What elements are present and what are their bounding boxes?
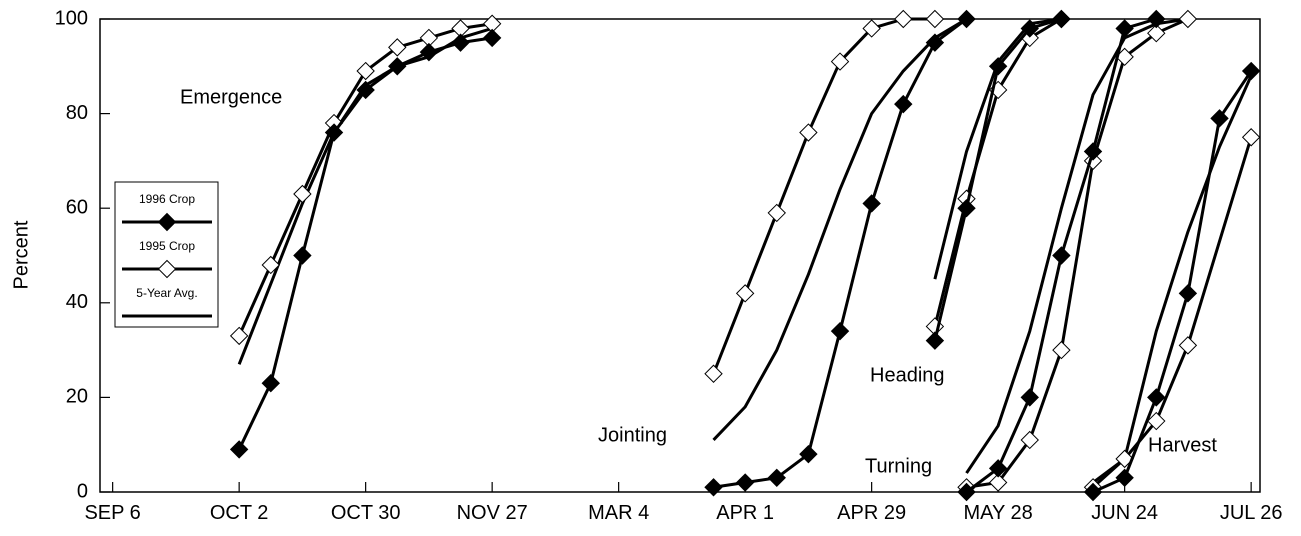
marker (451, 33, 470, 52)
marker (767, 468, 786, 488)
marker (799, 444, 818, 464)
marker (229, 326, 249, 346)
marker (862, 194, 881, 213)
marker (988, 473, 1008, 492)
x-tick-label: APR 1 (716, 502, 774, 524)
y-tick-label: 20 (66, 386, 88, 408)
x-tick-label: OCT 30 (331, 502, 401, 524)
marker (988, 57, 1008, 76)
marker (1147, 388, 1166, 407)
marker (1210, 109, 1229, 128)
y-tick-label: 0 (77, 480, 88, 502)
marker (261, 255, 280, 275)
x-tick-label: APR 29 (837, 502, 906, 524)
marker (1083, 142, 1103, 161)
marker (735, 473, 755, 492)
marker (356, 80, 375, 100)
series-line (965, 17, 1189, 474)
marker (957, 198, 976, 218)
stage-label: Turning (865, 455, 932, 477)
marker (767, 203, 786, 223)
legend-label: 1995 Crop (139, 239, 195, 253)
marker (1178, 336, 1198, 355)
marker (1115, 19, 1134, 38)
y-tick-label: 60 (66, 196, 88, 218)
x-tick-label: SEP 6 (84, 502, 140, 524)
marker (957, 9, 976, 29)
plot-frame (99, 18, 1261, 493)
legend-marker (157, 259, 177, 279)
marker (988, 459, 1008, 478)
marker (894, 94, 913, 114)
y-tick-label: 80 (66, 102, 88, 124)
marker (1147, 9, 1166, 29)
marker (925, 331, 945, 350)
stage-label: Jointing (598, 424, 667, 446)
marker (261, 374, 280, 393)
marker (925, 9, 945, 29)
marker (1115, 468, 1134, 488)
marker (1020, 19, 1039, 38)
marker (388, 57, 407, 76)
marker (1241, 61, 1261, 81)
series-line (966, 17, 1189, 489)
legend-label: 5-Year Avg. (136, 286, 197, 300)
marker (1147, 411, 1166, 431)
marker (229, 440, 249, 459)
marker (862, 19, 881, 38)
marker (356, 61, 375, 81)
marker (925, 33, 945, 52)
marker (482, 28, 502, 48)
x-tick-label: MAY 28 (963, 502, 1032, 524)
x-tick-label: JUL 26 (1220, 502, 1283, 524)
marker (1241, 128, 1261, 147)
legend-box (114, 181, 219, 328)
marker (1020, 430, 1039, 450)
stage-label: Heading (870, 364, 945, 386)
marker (1178, 284, 1198, 303)
marker (1052, 246, 1071, 265)
marker (704, 478, 723, 497)
marker (799, 123, 818, 142)
marker (293, 246, 312, 265)
series-line (712, 17, 968, 442)
x-tick-label: JUN 24 (1091, 502, 1158, 524)
marker (1115, 449, 1134, 469)
legend-marker (157, 212, 177, 232)
y-tick-label: 40 (66, 291, 88, 313)
marker (324, 123, 344, 142)
marker (1052, 9, 1071, 29)
x-tick-label: MAR 4 (588, 502, 649, 524)
marker (1020, 388, 1039, 407)
marker (704, 364, 723, 383)
y-tick-label: 100 (55, 7, 88, 29)
marker (1178, 9, 1198, 29)
marker (1052, 340, 1071, 360)
marker (894, 9, 913, 29)
marker (388, 38, 407, 57)
marker (1083, 482, 1103, 502)
marker (830, 52, 850, 71)
marker (1147, 23, 1166, 43)
marker (419, 42, 439, 62)
marker (293, 184, 312, 204)
legend-label: 1996 Crop (139, 192, 195, 206)
series-line (1092, 75, 1253, 484)
marker (957, 482, 976, 502)
x-tick-label: OCT 2 (210, 502, 269, 524)
x-tick-label: NOV 27 (457, 502, 528, 524)
series-line (713, 17, 968, 489)
marker (735, 284, 755, 303)
y-axis-label: Percent (10, 220, 32, 289)
stage-label: Emergence (180, 86, 282, 108)
stage-label: Harvest (1148, 434, 1217, 456)
marker (830, 321, 850, 341)
marker (1083, 151, 1103, 171)
